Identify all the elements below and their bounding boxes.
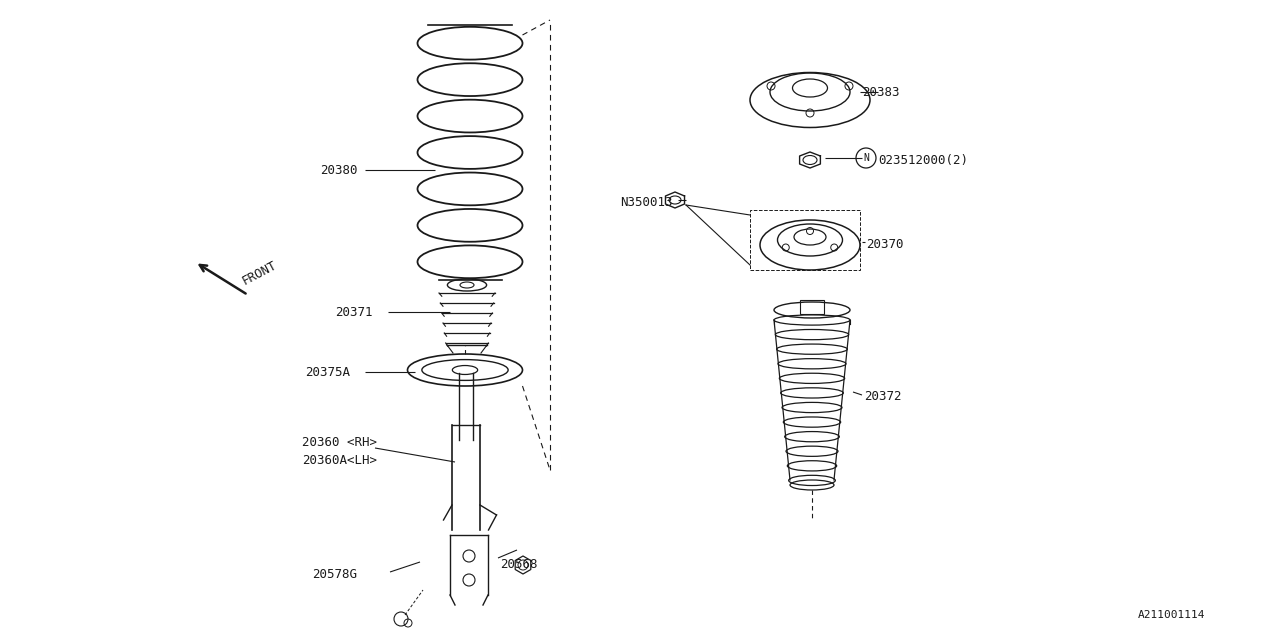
Text: 20360 <RH>: 20360 <RH> (302, 436, 378, 449)
Text: 20383: 20383 (861, 86, 900, 99)
Bar (800, 300, 824, 314)
Text: FRONT: FRONT (241, 259, 279, 288)
Bar (750, 210, 860, 270)
Text: 20372: 20372 (864, 390, 901, 403)
Text: 20568: 20568 (500, 559, 538, 572)
Text: N: N (863, 153, 869, 163)
Text: 20371: 20371 (335, 305, 372, 319)
Text: 023512000(2): 023512000(2) (878, 154, 968, 166)
Text: N350013: N350013 (620, 195, 672, 209)
Text: 20360A<LH>: 20360A<LH> (302, 454, 378, 467)
Text: A211001114: A211001114 (1138, 610, 1204, 620)
Text: 20370: 20370 (867, 237, 904, 250)
Text: 20578G: 20578G (312, 568, 357, 582)
Text: 20375A: 20375A (305, 365, 349, 378)
Text: 20380: 20380 (320, 163, 357, 177)
